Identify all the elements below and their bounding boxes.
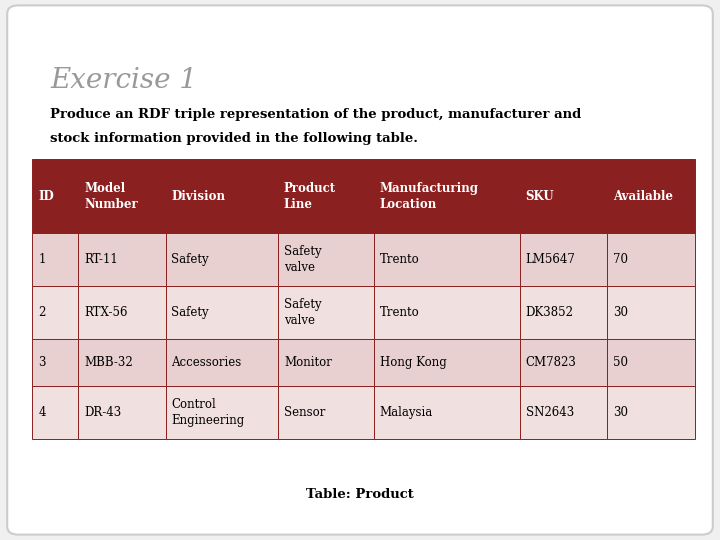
Text: DR-43: DR-43 [84,406,121,419]
Text: Safety
valve: Safety valve [284,245,322,274]
Text: Available: Available [613,190,673,203]
Text: Hong Kong: Hong Kong [379,356,446,369]
Text: RT-11: RT-11 [84,253,118,266]
Text: Produce an RDF triple representation of the product, manufacturer and: Produce an RDF triple representation of … [50,108,582,121]
Text: 1: 1 [38,253,45,266]
Text: Safety
valve: Safety valve [284,298,322,327]
Text: 30: 30 [613,406,628,419]
Text: 3: 3 [38,356,45,369]
Text: 50: 50 [613,356,628,369]
Text: Sensor: Sensor [284,406,325,419]
Text: MBB-32: MBB-32 [84,356,132,369]
Text: 2: 2 [38,306,45,319]
Text: Accessories: Accessories [171,356,242,369]
Text: LM5647: LM5647 [526,253,575,266]
Text: ID: ID [38,190,54,203]
Text: stock information provided in the following table.: stock information provided in the follow… [50,132,418,145]
Text: Safety: Safety [171,253,209,266]
Text: Table: Product: Table: Product [306,488,414,501]
Text: SKU: SKU [526,190,554,203]
Text: Product
Line: Product Line [284,182,336,211]
Text: Trento: Trento [379,253,420,266]
Text: 4: 4 [38,406,45,419]
Text: Manufacturing
Location: Manufacturing Location [379,182,479,211]
Text: Exercise 1: Exercise 1 [50,68,197,94]
Text: Monitor: Monitor [284,356,332,369]
Text: Safety: Safety [171,306,209,319]
Text: 70: 70 [613,253,628,266]
Text: Malaysia: Malaysia [379,406,433,419]
Text: Control
Engineering: Control Engineering [171,398,245,427]
Text: 30: 30 [613,306,628,319]
Text: CM7823: CM7823 [526,356,577,369]
Text: DK3852: DK3852 [526,306,574,319]
Text: SN2643: SN2643 [526,406,574,419]
Text: Model
Number: Model Number [84,182,138,211]
Text: Trento: Trento [379,306,420,319]
Text: RTX-56: RTX-56 [84,306,127,319]
Text: Division: Division [171,190,225,203]
